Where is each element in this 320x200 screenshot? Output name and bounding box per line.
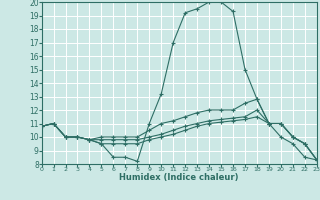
X-axis label: Humidex (Indice chaleur): Humidex (Indice chaleur) xyxy=(119,173,239,182)
